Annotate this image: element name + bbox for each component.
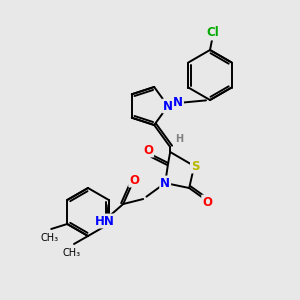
Text: CH₃: CH₃	[40, 233, 58, 243]
Text: N: N	[160, 176, 170, 190]
Text: N: N	[173, 97, 183, 110]
Text: N: N	[163, 100, 173, 112]
Text: O: O	[202, 196, 212, 208]
Text: Cl: Cl	[207, 26, 219, 40]
Text: S: S	[191, 160, 200, 172]
Text: O: O	[143, 143, 153, 157]
Text: O: O	[129, 173, 139, 187]
Text: H: H	[175, 134, 183, 144]
Text: CH₃: CH₃	[63, 248, 81, 258]
Text: HN: HN	[95, 214, 115, 227]
